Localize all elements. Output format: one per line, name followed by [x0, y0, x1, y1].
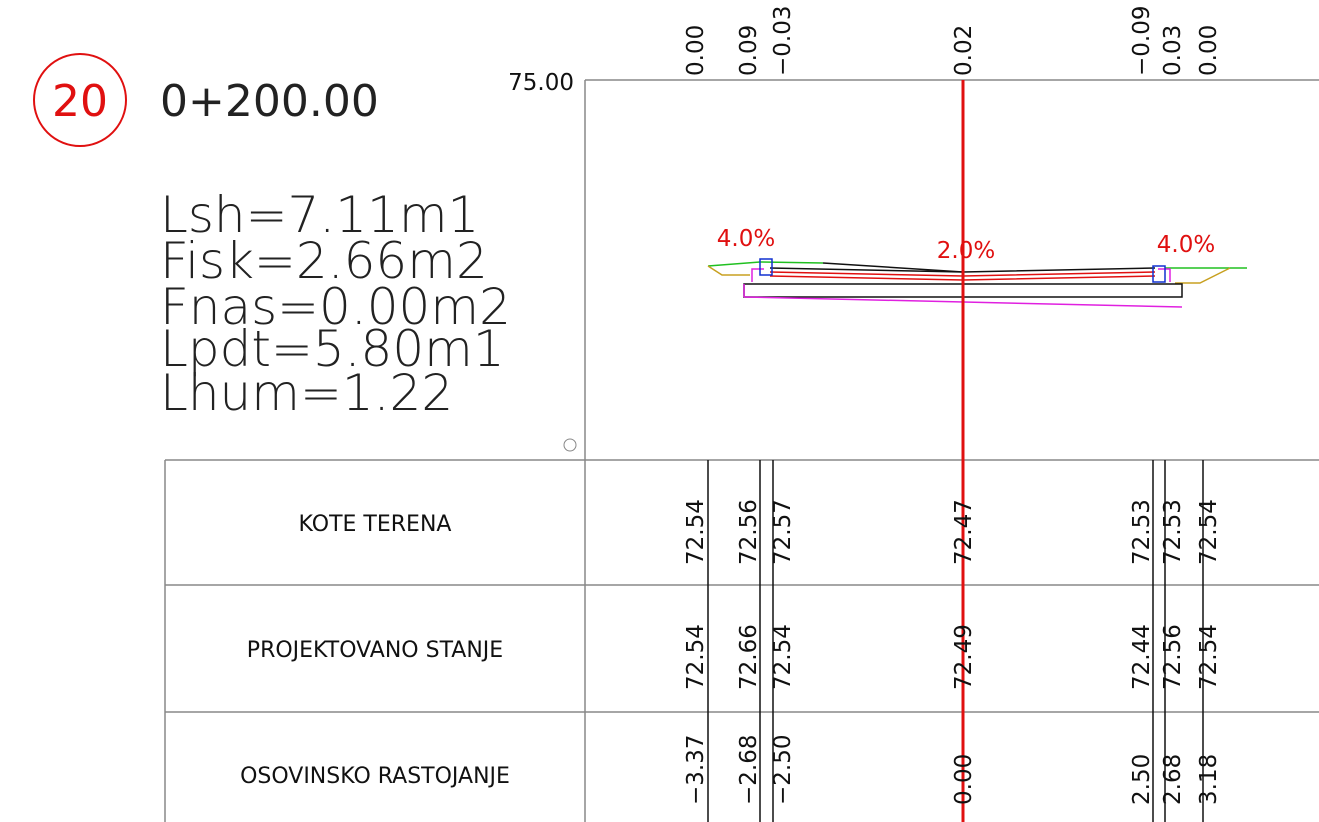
stat: Fisk=2.66m2 [160, 232, 488, 290]
stat: Lhum=1.22 [160, 364, 453, 422]
top-label: 0.00 [1196, 25, 1222, 76]
frame [164, 79, 1319, 822]
top-label: −0.03 [770, 6, 796, 76]
cross-section [707, 258, 1247, 308]
cell-value: 2.68 [1160, 754, 1186, 805]
cell-value: 72.54 [683, 499, 709, 565]
cell-value: 72.54 [1196, 624, 1222, 690]
station-number: 20 [52, 76, 108, 127]
cell-value: 72.56 [1160, 624, 1186, 690]
top-label: 0.03 [1160, 25, 1186, 76]
stat: Fnas=0.00m2 [160, 278, 511, 336]
cell-value: 72.44 [1129, 624, 1155, 690]
cell-value: 72.49 [951, 624, 977, 690]
slope: 4.0% [1157, 232, 1215, 258]
datum: 75.00 [508, 70, 574, 96]
cell-value: 72.54 [1196, 499, 1222, 565]
cell-value: 3.18 [1196, 754, 1222, 805]
row-label: OSOVINSKO RASTOJANJE [240, 764, 510, 789]
top-label: 0.02 [951, 25, 977, 76]
cell-value: −2.50 [770, 735, 796, 805]
top-label: 0.09 [736, 25, 762, 76]
cell-value: 72.56 [736, 499, 762, 565]
cell-value: 72.66 [736, 624, 762, 690]
top-label: 0.00 [683, 25, 709, 76]
cell-value: 72.53 [1160, 499, 1186, 565]
station-chainage: 0+200.00 [160, 76, 379, 127]
cell-value: 2.50 [1129, 754, 1155, 805]
stat: Lsh=7.11m1 [160, 186, 479, 244]
slope: 2.0% [937, 238, 995, 264]
stat: Lpdt=5.80m1 [160, 320, 505, 378]
cell-value: 0.00 [951, 754, 977, 805]
marker [563, 438, 577, 452]
cell-value: 72.47 [951, 499, 977, 565]
cell-value: −2.68 [736, 735, 762, 805]
station-circle [33, 53, 127, 147]
top-label: −0.09 [1129, 6, 1155, 76]
cell-value: 72.54 [683, 624, 709, 690]
cell-value: −3.37 [683, 735, 709, 805]
cell-value: 72.53 [1129, 499, 1155, 565]
row-label: PROJEKTOVANO STANJE [247, 638, 503, 663]
cell-value: 72.57 [770, 499, 796, 565]
slope: 4.0% [717, 226, 775, 252]
cell-value: 72.54 [770, 624, 796, 690]
row-label: KOTE TERENA [299, 512, 452, 537]
